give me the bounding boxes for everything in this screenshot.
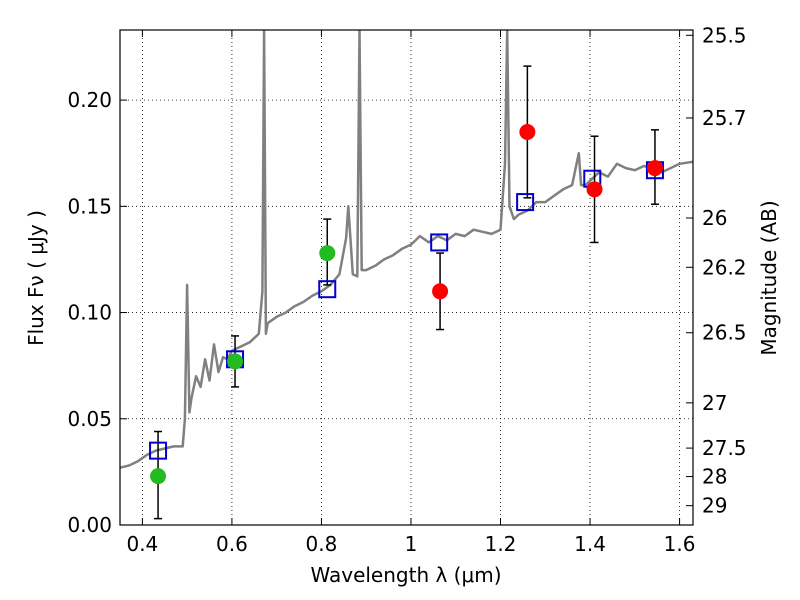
model-spectrum-layer [120,30,693,469]
observed-photometry-point [227,353,244,370]
model-photometry-square [149,441,168,460]
model-photometry-layer [149,161,664,460]
x-tick-label: 0.6 [216,532,248,556]
y2-tick-label: 26.5 [702,321,747,345]
grid [120,30,693,526]
model-photometry-square [318,280,337,299]
observed-photometry-point [319,245,336,262]
y2-tick-label: 25.5 [702,23,747,47]
x-tick-label: 0.4 [126,532,158,556]
y-tick-label: 0.10 [67,301,112,325]
errorbar-layer [154,65,659,520]
y2-tick-label: 27.5 [702,436,747,460]
y2-tick-label: 28 [702,465,727,489]
tick-labels: 0.4 0.6 0.8 1 1.2 1.4 1.6 0.00 0.05 0.10 0.15 0.20 2… [67,23,746,556]
y2-axis-title: Magnitude (AB) [757,200,781,355]
y2-tick-label: 26 [702,206,727,230]
y2-tick-label: 25.7 [702,106,747,130]
model-spectrum-line [120,30,693,469]
model-photometry-square [516,193,535,212]
y2-tick-label: 26.2 [702,255,747,279]
observed-photometry-point [646,160,663,177]
plot-area [120,30,693,520]
x-tick-label: 0.8 [306,532,338,556]
axis-ticks [120,30,693,526]
observed-photometry-point [519,123,536,140]
y-tick-label: 0.05 [67,407,112,431]
y-tick-label: 0.15 [67,194,112,218]
plot-frame [119,29,694,526]
y-tick-label: 0.00 [67,513,112,537]
y-axis-title: Flux Fν ( μJy ) [24,210,48,346]
y2-tick-label: 27 [702,391,727,415]
observed-photometry-point [150,468,167,485]
y-tick-label: 0.20 [67,88,112,112]
x-tick-label: 1.2 [485,532,517,556]
x-tick-label: 1.4 [574,532,606,556]
x-tick-label: 1.6 [664,532,696,556]
y2-tick-label: 29 [702,494,727,518]
observed-photometry-layer [150,123,663,485]
model-photometry-square [430,233,449,252]
x-axis-title: Wavelength λ (μm) [310,563,501,587]
observed-photometry-point [586,181,603,198]
x-tick-label: 1 [405,532,418,556]
observed-photometry-point [432,283,449,300]
